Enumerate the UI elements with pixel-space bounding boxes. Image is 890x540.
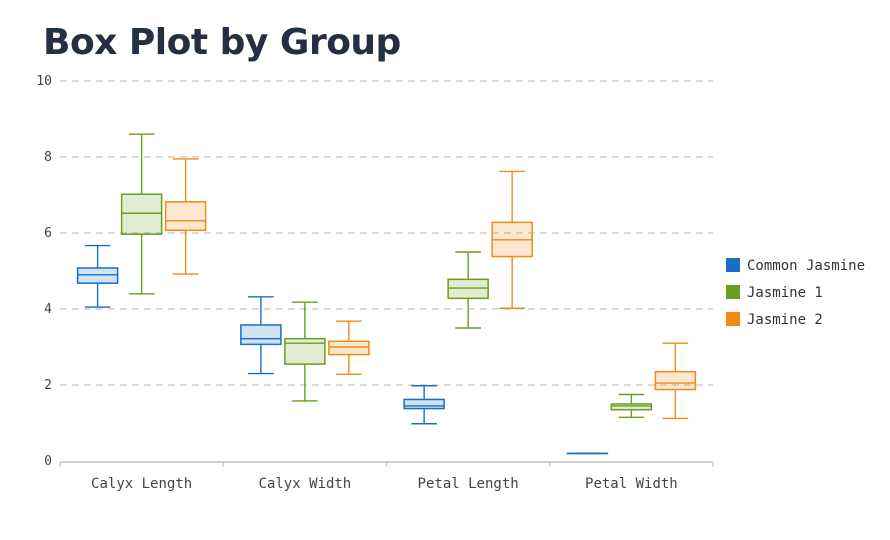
y-tick-label: 10 [36, 74, 52, 89]
legend-label: Jasmine 2 [747, 312, 823, 328]
box-iqr [403, 398, 445, 410]
legend-label: Common Jasmine [747, 258, 865, 274]
x-tick-label: Calyx Width [259, 476, 352, 492]
box-iqr [328, 340, 370, 356]
legend-label: Jasmine 1 [747, 285, 823, 301]
box-iqr [164, 201, 207, 232]
y-tick-label: 8 [44, 150, 52, 165]
box-iqr [610, 403, 653, 411]
x-tick-label: Calyx Length [91, 476, 192, 492]
legend-swatch [726, 312, 740, 326]
box-iqr [120, 193, 163, 235]
y-tick-label: 0 [44, 454, 52, 469]
legend-swatch [726, 258, 740, 272]
box-iqr [654, 370, 697, 391]
y-tick-label: 6 [44, 226, 52, 241]
x-tick-label: Petal Length [418, 476, 519, 492]
box-iqr [447, 278, 489, 300]
x-tick-label: Petal Width [585, 476, 678, 492]
box-iqr [240, 324, 282, 346]
y-tick-label: 2 [44, 378, 52, 393]
y-tick-label: 4 [44, 302, 52, 317]
box-iqr [284, 337, 326, 365]
legend-swatch [726, 285, 740, 299]
chart-title: Box Plot by Group [43, 22, 401, 63]
box-iqr [76, 267, 119, 284]
